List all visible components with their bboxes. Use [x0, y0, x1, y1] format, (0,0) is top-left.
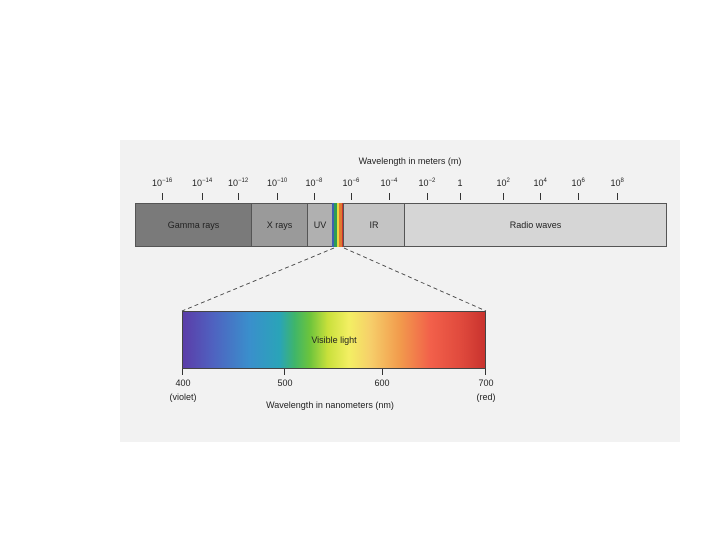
bottom-axis-title: Wavelength in nanometers (nm): [266, 400, 394, 410]
top-axis-title: Wavelength in meters (m): [358, 156, 462, 166]
band-radio-waves: Radio waves: [404, 203, 667, 247]
top-tick-mark: [351, 193, 352, 200]
visible-light-label: Visible light: [311, 335, 357, 345]
band-gamma-rays: Gamma rays: [135, 203, 252, 247]
band-ir: IR: [343, 203, 405, 247]
top-tick-mark: [162, 193, 163, 200]
top-tick-label: 10−12: [228, 178, 249, 188]
zoom-line-right: [343, 247, 487, 312]
nm-label-600: 600: [374, 378, 390, 388]
top-tick-label: 10−14: [192, 178, 213, 188]
top-tick-label: 10−6: [342, 178, 360, 188]
nm-tick-mark-700: [485, 369, 486, 375]
band-gamma-label: Gamma rays: [167, 220, 220, 230]
zoom-line-left: [181, 247, 335, 312]
top-tick-label: 104: [533, 178, 547, 188]
top-tick-label: 10−16: [152, 178, 173, 188]
visible-spectrum: Visible light: [182, 311, 486, 369]
visible-band-strip: [332, 203, 345, 247]
band-uv-label: UV: [313, 220, 327, 230]
nm-tick-mark-400: [182, 369, 183, 375]
band-ir-label: IR: [369, 220, 379, 230]
band-radio-label: Radio waves: [509, 220, 562, 230]
top-tick-label: 10−2: [418, 178, 436, 188]
band-xray-label: X rays: [266, 220, 293, 230]
top-tick-label: 10−8: [305, 178, 323, 188]
top-tick-label: 106: [571, 178, 585, 188]
top-tick-mark: [277, 193, 278, 200]
violet-label: (violet): [169, 392, 197, 402]
top-tick-mark: [314, 193, 315, 200]
figure-background: [120, 140, 680, 442]
top-tick-label: 10−10: [267, 178, 288, 188]
top-tick-mark: [238, 193, 239, 200]
top-tick-mark: [460, 193, 461, 200]
top-tick-mark: [202, 193, 203, 200]
top-tick-mark: [427, 193, 428, 200]
nm-label-700: 700: [478, 378, 494, 388]
top-tick-label: 108: [610, 178, 624, 188]
nm-tick-mark-500: [284, 369, 285, 375]
nm-tick-mark-600: [382, 369, 383, 375]
top-tick-mark: [578, 193, 579, 200]
top-tick-mark: [389, 193, 390, 200]
top-tick-label: 10−4: [380, 178, 398, 188]
top-tick-mark: [617, 193, 618, 200]
top-tick-label: 1: [457, 178, 463, 188]
top-tick-mark: [503, 193, 504, 200]
top-tick-mark: [540, 193, 541, 200]
nm-label-400: 400: [175, 378, 191, 388]
band-x-rays: X rays: [251, 203, 308, 247]
top-tick-label: 102: [496, 178, 510, 188]
nm-label-500: 500: [277, 378, 293, 388]
red-label: (red): [476, 392, 496, 402]
